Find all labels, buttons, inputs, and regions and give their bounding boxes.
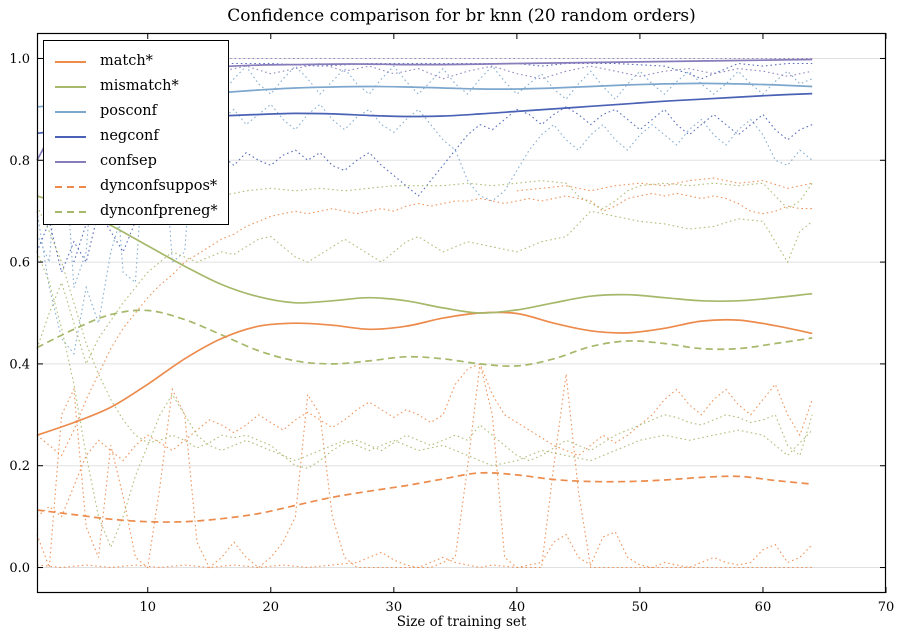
legend-item-match: match* <box>55 49 228 74</box>
legend-line-sample-negconf <box>55 135 86 138</box>
series-run-mismatch-3 <box>36 210 813 366</box>
x-tick-label: 10 <box>139 600 156 615</box>
x-tick-label: 20 <box>263 600 280 615</box>
legend-label-mismatch: mismatch* <box>100 78 179 94</box>
series-match <box>36 311 813 437</box>
legend: match* mismatch* posconf negconf confsep… <box>43 40 229 225</box>
y-tick-label: 0.2 <box>9 459 30 474</box>
x-tick-label: 60 <box>755 600 772 615</box>
legend-item-posconf: posconf <box>55 99 228 124</box>
legend-item-mismatch: mismatch* <box>55 74 228 99</box>
x-axis-label: Size of training set <box>396 614 527 630</box>
y-tick-label: 0.8 <box>9 154 30 169</box>
y-tick-label: 0.0 <box>9 561 30 576</box>
legend-line-sample-mismatch <box>55 85 86 88</box>
legend-line-sample-dynconfsuppos <box>55 185 86 188</box>
series-run-preneg-1 <box>36 251 813 549</box>
y-tick-label: 0.6 <box>9 256 30 271</box>
legend-label-posconf: posconf <box>100 103 158 119</box>
series-run-mismatch-2 <box>98 180 813 222</box>
chart-title: Confidence comparison for br knn (20 ran… <box>227 6 696 26</box>
y-tick-label: 1.0 <box>9 52 30 67</box>
series-run-match-3 <box>516 177 813 192</box>
series-run-confsep-2 <box>221 62 813 80</box>
series-run-match-1 <box>36 192 813 457</box>
x-tick-label: 30 <box>386 600 403 615</box>
series-run-suppos-1 <box>36 531 813 569</box>
legend-line-sample-match <box>55 60 86 63</box>
series-mismatch <box>36 195 813 314</box>
legend-line-sample-confsep <box>55 160 86 163</box>
series-run-suppos-2 <box>36 363 813 569</box>
series-dynconfsuppos <box>36 471 813 523</box>
legend-item-dynconfsuppos: dynconfsuppos* <box>55 174 228 199</box>
legend-item-dynconfpreneg: dynconfpreneg* <box>55 199 228 224</box>
legend-item-confsep: confsep <box>55 149 228 174</box>
x-tick-label: 70 <box>878 600 895 615</box>
y-tick-label: 0.4 <box>9 357 30 372</box>
legend-label-dynconfpreneg: dynconfpreneg* <box>100 203 218 219</box>
series-run-posconf-2 <box>36 103 813 355</box>
legend-line-sample-dynconfpreneg <box>55 210 86 213</box>
series-run-match-2 <box>36 363 813 518</box>
legend-label-confsep: confsep <box>100 153 157 169</box>
x-tick-label: 50 <box>632 600 649 615</box>
legend-label-match: match* <box>100 53 153 69</box>
legend-label-negconf: negconf <box>100 128 159 144</box>
series-run-negconf-1 <box>36 106 813 275</box>
legend-line-sample-posconf <box>55 110 86 113</box>
axes-frame <box>36 32 887 594</box>
x-tick-label: 40 <box>509 600 526 615</box>
legend-label-dynconfsuppos: dynconfsuppos* <box>100 178 218 194</box>
series-run-mismatch-1 <box>36 205 813 469</box>
series-dynconfpreneg <box>36 309 813 367</box>
legend-item-negconf: negconf <box>55 124 228 149</box>
